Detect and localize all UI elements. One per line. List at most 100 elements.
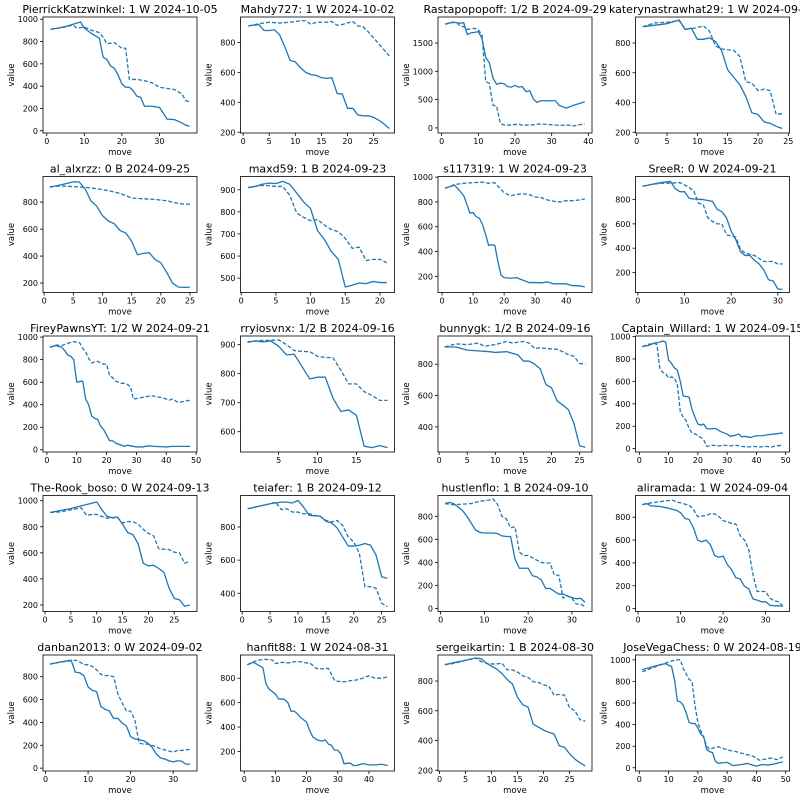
subplot-title: hanfit88: 1 W 2024-08-31 (247, 641, 389, 654)
subplot-title: aliramada: 1 W 2024-09-04 (637, 482, 788, 495)
subplot-title: SreeR: 0 W 2024-09-21 (648, 163, 776, 176)
x-tick-label: 10 (97, 297, 107, 306)
x-tick-label: 5 (463, 775, 468, 784)
dashed-series-line (642, 181, 783, 265)
dashed-series-line (247, 658, 388, 683)
y-axis-label: value (7, 542, 17, 565)
axes-frame (437, 495, 593, 612)
dashed-series-line (642, 20, 783, 116)
dashed-series-line (641, 342, 783, 448)
x-tick-label: 0 (42, 297, 47, 306)
x-tick-label: 40 (751, 456, 761, 465)
solid-series-line (49, 659, 191, 765)
x-tick-label: 25 (185, 297, 195, 306)
axes-frame (437, 176, 593, 293)
y-tick-label: 600 (615, 536, 630, 545)
y-tick-label: 200 (23, 423, 38, 432)
dashed-series-line (248, 184, 388, 264)
y-tick-label: 400 (23, 718, 38, 727)
x-tick-label: 15 (723, 137, 733, 146)
axes-frame (635, 654, 790, 772)
axes-frame (240, 176, 395, 293)
x-tick-label: 20 (499, 297, 509, 306)
x-tick-label: 10 (293, 616, 303, 625)
x-axis-label: move (503, 308, 527, 318)
x-tick-label: 5 (664, 137, 669, 146)
y-tick-label: 800 (615, 39, 630, 48)
x-tick-label: 30 (547, 137, 557, 146)
y-tick-label: 800 (615, 196, 630, 205)
x-tick-label: 15 (351, 456, 361, 465)
dashed-series-line (444, 340, 586, 365)
x-tick-label: 10 (663, 775, 673, 784)
x-tick-label: 15 (316, 137, 326, 146)
y-tick-label: 800 (418, 198, 433, 207)
subplot-title: Captain_Willard: 1 W 2024-09-15 (622, 322, 800, 335)
x-tick-label: 10 (663, 456, 673, 465)
subplot: rryiosvnx: 1/2 B 2024-09-16 5 10 15 600 700 80… (205, 322, 395, 477)
y-axis-label: value (7, 223, 17, 246)
y-tick-label: 200 (615, 422, 630, 431)
y-axis-label: value (600, 223, 610, 246)
y-tick-label: 600 (615, 220, 630, 229)
x-tick-label: 0 (44, 137, 49, 146)
y-axis-label: value (600, 542, 610, 565)
subplot: Rastapopopoff: 1/2 B 2024-09-29 0 10 20 30 40… (402, 3, 607, 158)
y-tick-label: 500 (418, 96, 433, 105)
x-tick-label: 5 (465, 456, 470, 465)
x-tick-label: 40 (751, 775, 761, 784)
x-tick-label: 0 (636, 616, 641, 625)
y-tick-label: 800 (418, 360, 433, 369)
y-axis-label: value (205, 63, 215, 86)
y-tick-label: 600 (23, 60, 38, 69)
y-tick-label: 600 (615, 69, 630, 78)
y-tick-label: 0 (33, 446, 38, 455)
y-tick-label: 800 (23, 523, 38, 532)
x-tick-label: 10 (679, 297, 689, 306)
y-tick-label: 800 (23, 356, 38, 365)
x-tick-label: 20 (539, 775, 549, 784)
x-axis-label: move (306, 467, 330, 477)
x-tick-label: 30 (530, 297, 540, 306)
subplot-title: katerynastrawhat29: 1 W 2024-09-26 (609, 3, 800, 16)
y-tick-label: 400 (615, 400, 630, 409)
subplot-title: FireyPawnsYT: 1/2 W 2024-09-21 (30, 322, 210, 335)
x-tick-label: 50 (781, 775, 791, 784)
x-axis-label: move (701, 467, 725, 477)
x-tick-label: 30 (168, 775, 178, 784)
y-axis-label: value (402, 542, 412, 565)
y-axis-label: value (600, 63, 610, 86)
y-tick-label: 400 (615, 244, 630, 253)
y-tick-label: 0 (625, 605, 630, 614)
x-tick-label: 0 (43, 775, 48, 784)
subplot: maxd59: 1 B 2024-09-23 0 5 10 15 20 500 600 700 8… (205, 163, 395, 318)
dashed-series-line (247, 501, 388, 608)
x-tick-label: 0 (239, 297, 244, 306)
y-tick-label: 1000 (610, 656, 630, 665)
dashed-series-line (50, 24, 190, 103)
y-axis-label: value (7, 382, 17, 405)
subplot-title: hustlenflo: 1 B 2024-09-10 (441, 482, 588, 495)
subplot: s117319: 1 W 2024-09-23 0 10 20 30 40 200 400 60… (402, 163, 593, 318)
y-tick-label: 600 (220, 428, 235, 437)
x-tick-label: 20 (546, 456, 556, 465)
y-tick-label: 400 (23, 401, 38, 410)
x-tick-label: 30 (567, 616, 577, 625)
y-axis-label: value (600, 382, 610, 405)
y-tick-label: 200 (418, 272, 433, 281)
subplot: bunnygk: 1/2 B 2024-09-16 0 5 10 15 20 25 400 60… (402, 322, 593, 477)
axes-frame (42, 176, 198, 293)
solid-series-line (444, 657, 586, 767)
x-tick-label: 0 (44, 456, 49, 465)
y-tick-label: 0 (33, 764, 38, 773)
y-tick-label: 400 (418, 248, 433, 257)
axes-frame (635, 335, 790, 453)
dashed-series-line (642, 659, 784, 761)
dashed-series-line (444, 657, 586, 722)
y-tick-label: 800 (615, 677, 630, 686)
y-axis-label: value (7, 701, 17, 724)
y-tick-label: 800 (418, 512, 433, 521)
y-tick-label: 800 (23, 38, 38, 47)
subplot: teiafer: 1 B 2024-09-12 0 5 10 15 20 25 400 600 8… (205, 482, 395, 637)
dashed-series-line (642, 499, 784, 607)
